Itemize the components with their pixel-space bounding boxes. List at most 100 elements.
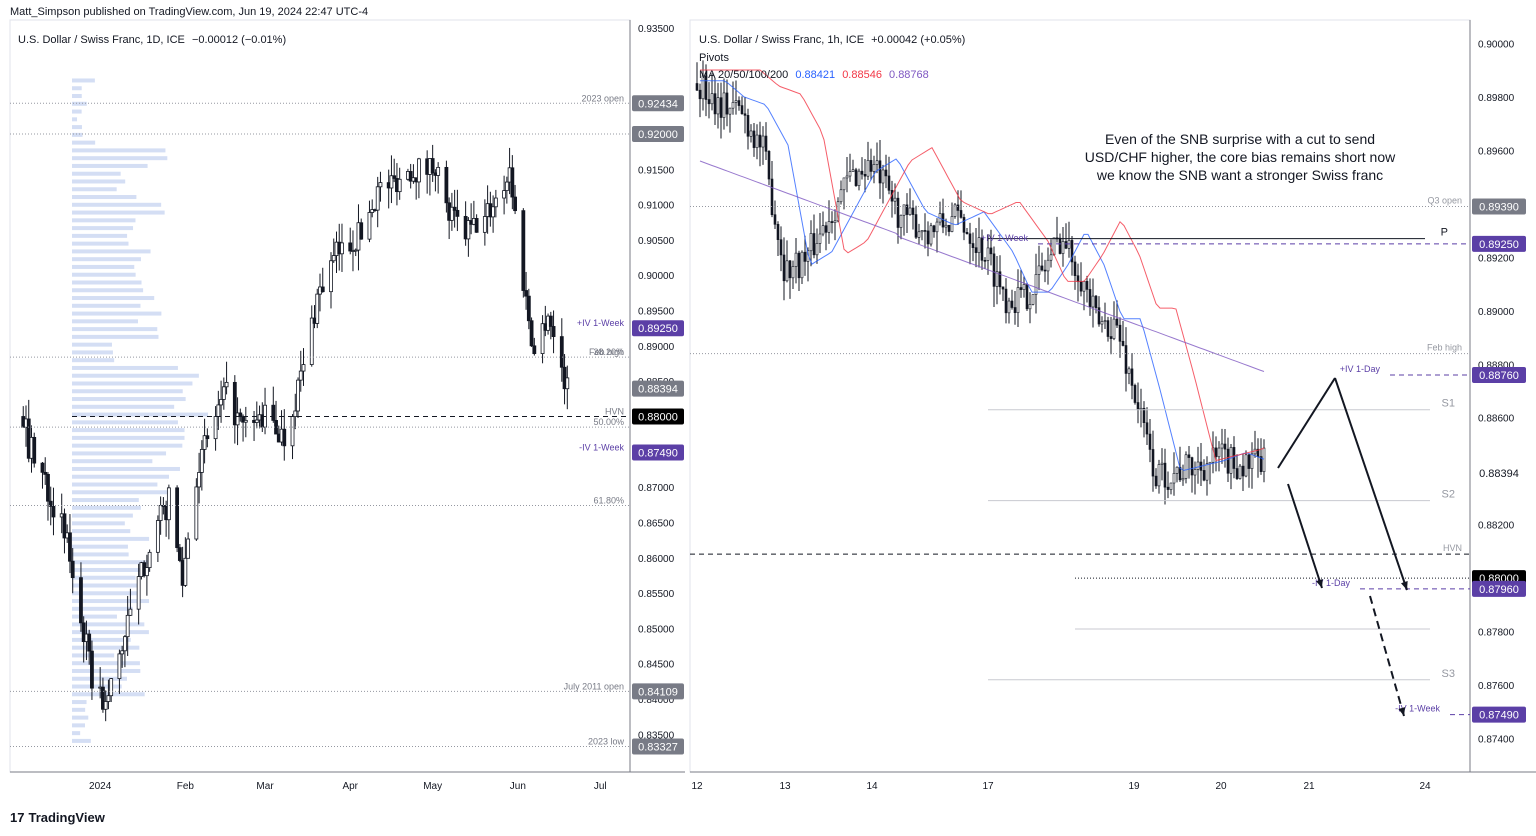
volume-profile-bar: [72, 738, 91, 743]
left-level-label: 61.80%: [593, 495, 624, 505]
hourly-candle-body: [929, 225, 933, 245]
hourly-candle-body: [1145, 422, 1149, 435]
hourly-candle-body: [704, 75, 708, 100]
volume-profile-bar: [72, 630, 149, 635]
daily-candle-body: [46, 473, 50, 502]
hourly-candle-body: [1139, 407, 1143, 410]
hourly-candle-body: [1103, 320, 1107, 322]
brand-footer[interactable]: 17 TradingView: [10, 810, 105, 825]
hourly-candle-body: [995, 271, 999, 287]
left-level-label: 2023 low: [588, 737, 625, 747]
ma100-value: 0.88768: [889, 69, 929, 81]
daily-candle-body: [197, 472, 201, 488]
hourly-candle-body: [1019, 287, 1023, 290]
left-title-text: U.S. Dollar / Swiss Franc, 1D, ICE: [18, 34, 185, 46]
hourly-candle-body: [992, 253, 996, 287]
right-x-tick-label: 14: [866, 781, 878, 792]
hourly-candle-body: [749, 130, 753, 137]
hourly-candle-body: [1112, 318, 1116, 339]
hourly-candle-body: [1076, 275, 1080, 283]
right-level-label: HVN: [1443, 543, 1462, 553]
left-x-tick-label: Jun: [510, 781, 526, 792]
hourly-candle-body: [767, 151, 771, 180]
daily-candle-body: [43, 471, 48, 475]
daily-candle-body: [202, 435, 207, 450]
hourly-candle-body: [746, 115, 750, 137]
daily-candle-body: [466, 220, 471, 240]
hourly-candle-body: [1127, 368, 1131, 374]
left-y-tick-label: 0.83500: [638, 730, 675, 741]
daily-candle-body: [117, 653, 122, 679]
right-price-tag-text: 0.87490: [1479, 710, 1519, 722]
hourly-candle-body: [737, 100, 741, 106]
daily-candle-body: [90, 650, 94, 689]
hourly-candle-body: [791, 266, 795, 279]
hourly-candle-body: [743, 113, 747, 116]
hourly-candle-body: [902, 204, 906, 216]
left-y-tick-label: 0.85500: [638, 589, 675, 600]
note-line-2: USD/CHF higher, the core bias remains sh…: [1084, 149, 1396, 165]
hourly-candle-body: [1232, 447, 1236, 469]
hourly-candle-body: [827, 221, 831, 233]
hourly-candle-body: [731, 102, 735, 109]
left-y-tick-label: 0.87000: [638, 483, 675, 494]
daily-candle-body: [123, 636, 127, 652]
volume-profile-bar: [72, 249, 151, 254]
right-y-tick-label: 0.88600: [1478, 414, 1515, 425]
volume-profile-bar: [72, 132, 83, 137]
hourly-candle-body: [977, 237, 981, 253]
hourly-candle-body: [863, 174, 867, 177]
volume-profile-bar: [72, 148, 166, 153]
left-x-tick-label: Mar: [256, 781, 274, 792]
volume-profile-bar: [72, 451, 167, 456]
hourly-candle-body: [1124, 345, 1128, 374]
right-y-tick-label: 0.87400: [1478, 735, 1515, 746]
right-x-tick-label: 13: [779, 781, 791, 792]
left-price-tag-text: 0.92000: [638, 129, 678, 141]
hourly-candle-body: [779, 239, 783, 256]
right-title-text: U.S. Dollar / Swiss Franc, 1h, ICE: [699, 34, 865, 46]
hourly-candle-body: [1154, 475, 1158, 487]
right-level-label: -IV 1-Week: [1395, 704, 1440, 714]
daily-candle-body: [87, 633, 92, 652]
hourly-candle-body: [1016, 287, 1020, 314]
hourly-candle-body: [800, 251, 804, 279]
hourly-candle-body: [1133, 385, 1137, 403]
left-level-label: 2023 open: [581, 93, 624, 103]
daily-candle-body: [359, 222, 364, 240]
volume-profile-bar: [72, 599, 150, 604]
hourly-candle-body: [878, 160, 882, 184]
volume-profile-bar: [72, 195, 137, 200]
hourly-candle-body: [713, 93, 717, 115]
projection-arrow-short-head: [1316, 579, 1323, 588]
ma100-line: [699, 160, 1265, 372]
volume-profile-bar: [72, 606, 133, 611]
daily-candle-body: [166, 487, 171, 521]
hourly-candle-body: [1202, 470, 1206, 481]
hourly-candle-body: [1172, 473, 1176, 484]
hourly-candle-body: [1118, 324, 1122, 342]
daily-candle-body: [298, 370, 303, 381]
hourly-candle-body: [1229, 447, 1233, 474]
projection-up-line: [1277, 377, 1336, 469]
daily-candle-body: [392, 175, 397, 179]
daily-candle-body: [213, 416, 218, 440]
hourly-candle-body: [1082, 281, 1086, 292]
daily-candle-body: [502, 190, 506, 199]
hourly-candle-body: [1193, 469, 1197, 476]
hourly-candle-body: [857, 170, 861, 186]
left-level-label: +IV 1-Week: [577, 318, 625, 328]
volume-profile-bar: [72, 358, 115, 363]
left-y-tick-label: 0.89500: [638, 307, 675, 318]
hourly-candle-body: [797, 252, 801, 279]
hourly-candle-body: [1238, 465, 1242, 479]
daily-candle-body: [540, 323, 545, 354]
hourly-candle-body: [1022, 284, 1026, 290]
volume-profile-bar: [72, 327, 158, 332]
left-level-label: Feb high: [589, 347, 624, 357]
right-price-tag-text: 0.87960: [1479, 584, 1519, 596]
hourly-candle-body: [815, 243, 819, 256]
hourly-candle-body: [905, 204, 909, 215]
hourly-candle-body: [1184, 454, 1188, 479]
volume-profile-bar: [72, 412, 209, 417]
